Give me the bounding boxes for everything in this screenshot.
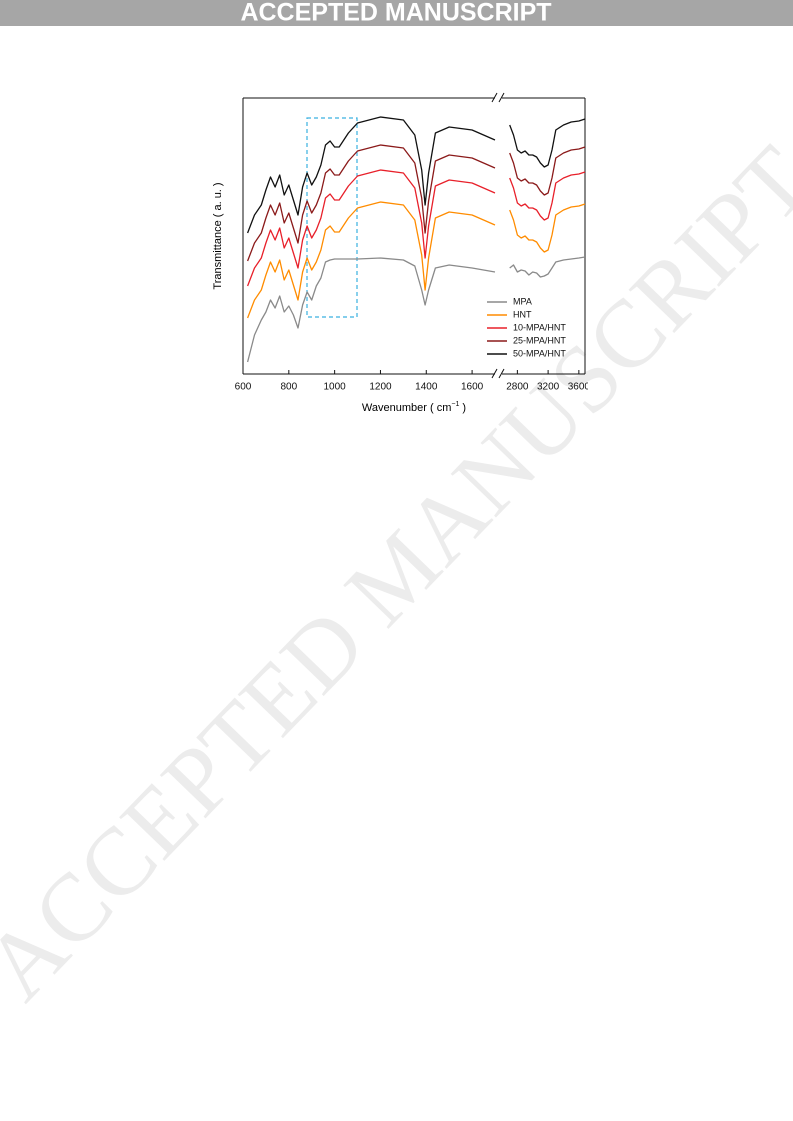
x-tick-label: 3600 — [568, 382, 591, 393]
highlight-box — [306, 117, 358, 318]
x-tick-label: 3200 — [537, 382, 560, 393]
x-tick-label: 1200 — [369, 382, 392, 393]
x-tick-label: 2800 — [506, 382, 529, 393]
legend-label: 10-MPA/HNT — [513, 322, 566, 332]
legend-label: 25-MPA/HNT — [513, 335, 566, 345]
legend-label: MPA — [513, 296, 532, 306]
x-label-suffix: ) — [459, 402, 466, 414]
banner-text: ACCEPTED MANUSCRIPT — [240, 0, 551, 27]
banner — [0, 0, 793, 26]
x-tick-label: 1400 — [415, 382, 438, 393]
x-tick-label: 1000 — [324, 382, 347, 393]
x-tick-label: 1600 — [461, 382, 484, 393]
figure: Transmittance ( a. u. ) Wavenumber ( cm−… — [212, 92, 591, 414]
frame — [242, 92, 586, 379]
spectrum-line — [246, 144, 586, 262]
spectrum-line — [246, 256, 586, 363]
spectrum-line — [246, 116, 586, 234]
spectrum-line — [246, 201, 586, 319]
x-tick-label: 800 — [280, 382, 297, 393]
x-label-sup: −1 — [451, 401, 459, 408]
legend-label: HNT — [513, 309, 532, 319]
x-tick-label: 600 — [235, 382, 252, 393]
x-label-text: Wavenumber ( cm — [362, 402, 451, 414]
legend-label: 50-MPA/HNT — [513, 348, 566, 358]
spectrum-line — [246, 169, 586, 287]
y-axis-label: Transmittance ( a. u. ) — [212, 182, 224, 289]
x-axis-label: Wavenumber ( cm−1 ) — [362, 401, 466, 414]
